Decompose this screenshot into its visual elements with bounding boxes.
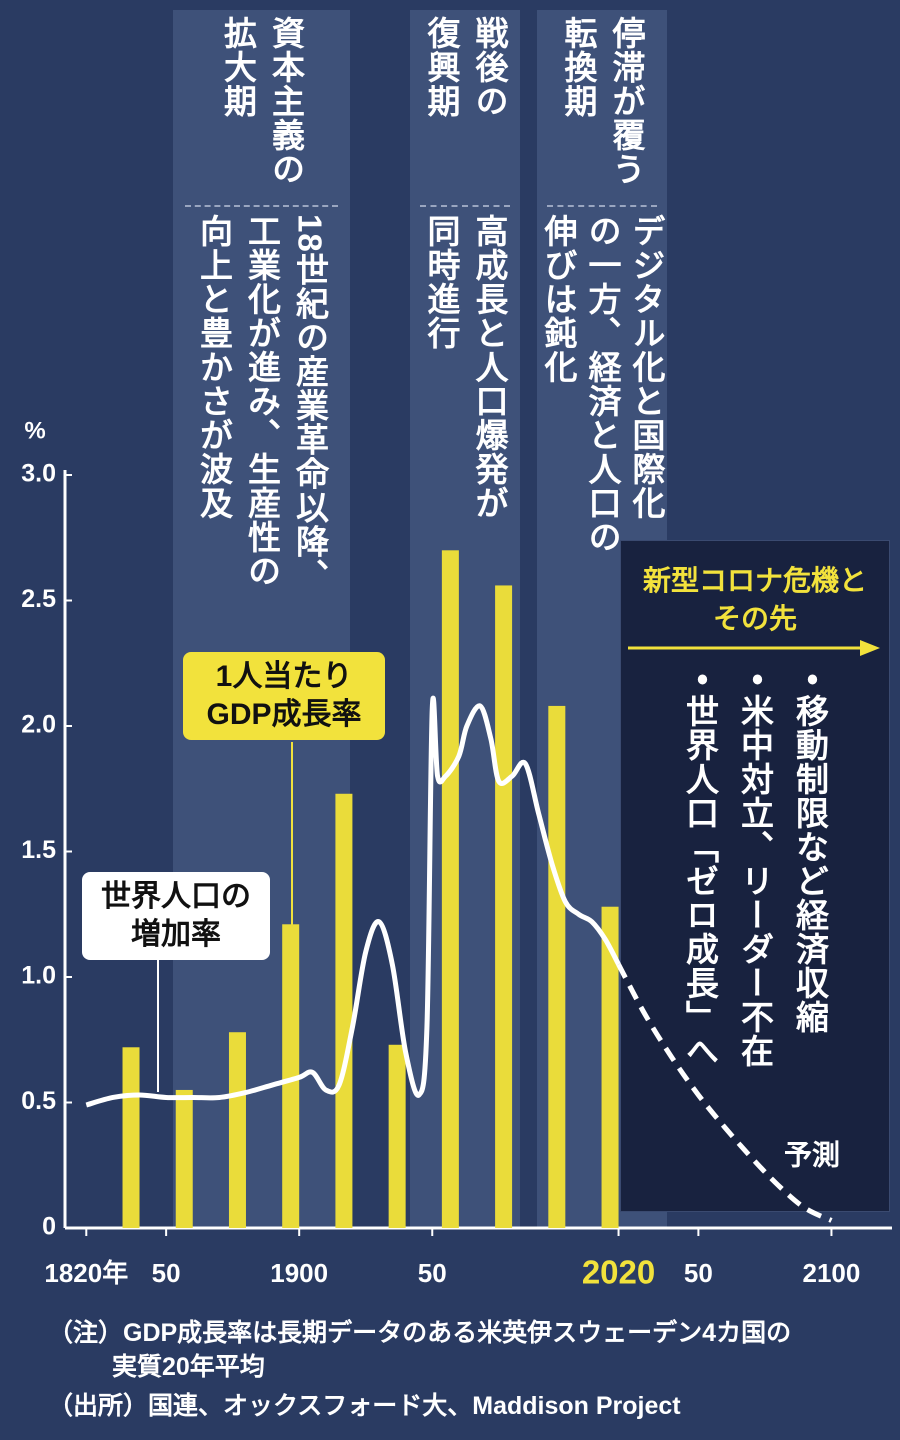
period-title-text: 戦後の 復興期 (417, 16, 513, 118)
legend-entry: 世界人口の増加率 (82, 872, 270, 960)
line (85, 695, 621, 1108)
y-tick-label: 2.0 (21, 711, 56, 739)
series-label: 予測 (784, 1139, 840, 1170)
legend-entry: 1人当たりGDP成長率 (183, 652, 385, 740)
period-description: デジタル化と国際化 の一方、経済と人口の 伸びは鈍化 (537, 214, 667, 554)
text-line: 18世紀の産業革命以降、 (291, 214, 329, 593)
x-tick-label: 50 (152, 1258, 181, 1288)
text-line: 転換期 (560, 16, 597, 118)
period-band (173, 10, 350, 1228)
legend-label: 1人当たりGDP成長率 (206, 660, 362, 731)
period-title: 資本主義の 拡大期 (173, 16, 350, 186)
separator (420, 205, 510, 207)
text-line: 伸びは鈍化 (540, 214, 577, 384)
text-line: 高成長と人口爆発が (471, 214, 508, 520)
text-line: ・世界人口「ゼロ成長」へ (681, 660, 719, 1068)
separator (547, 205, 657, 207)
y-tick-label: 3.0 (21, 460, 56, 488)
arrow-head (860, 640, 880, 656)
x-tick-label: 50 (684, 1258, 713, 1288)
x-tick-label: 2100 (803, 1258, 861, 1288)
x-tick-label: 2020 (582, 1254, 655, 1291)
forecast-box (620, 540, 890, 1212)
text-line: 工業化が進み、生産性の (243, 214, 281, 588)
note: （注）GDP成長率は長期データのある米英伊スウェーデン4カ国の (48, 1319, 792, 1347)
text-line: 向上と豊かさが波及 (195, 214, 233, 520)
separator (185, 205, 338, 207)
bar (122, 1047, 140, 1228)
period-title-text: 停滞が覆う 転換期 (554, 16, 650, 186)
bar (548, 705, 566, 1228)
text-line: ・米中対立、リーダー不在 (736, 660, 774, 1068)
x-tick-label: 50 (418, 1258, 447, 1288)
bar (335, 793, 353, 1228)
text-line: 復興期 (423, 16, 460, 118)
y-tick-label: 0.5 (21, 1087, 56, 1115)
bar (388, 1044, 406, 1228)
note: 実質20年平均 (112, 1353, 265, 1381)
text-line: の一方、経済と人口の (584, 214, 621, 554)
period-title: 戦後の 復興期 (410, 16, 520, 118)
y-tick-label: 0 (42, 1213, 56, 1241)
y-tick-label: 1.0 (21, 962, 56, 990)
forecast-title: 新型コロナ危機と その先 (620, 562, 890, 638)
period-description: 18世紀の産業革命以降、 工業化が進み、生産性の 向上と豊かさが波及 (173, 214, 350, 593)
text-line: 新型コロナ危機と (642, 565, 867, 596)
period-description-text: 18世紀の産業革命以降、 工業化が進み、生産性の 向上と豊かさが波及 (190, 214, 334, 593)
bar (441, 550, 459, 1228)
source: （出所）国連、オックスフォード大、Maddison Project (48, 1392, 681, 1420)
forecast-items-text: ・移動制限など経済収縮 ・米中対立、リーダー不在 ・世界人口「ゼロ成長」へ (673, 660, 838, 1068)
text-line: 停滞が覆う (608, 16, 645, 186)
line (616, 963, 833, 1223)
period-title: 停滞が覆う 転換期 (537, 16, 667, 186)
period-description-text: 高成長と人口爆発が 同時進行 (417, 214, 513, 520)
y-tick-label: 2.5 (21, 585, 56, 613)
bar (175, 1089, 193, 1228)
period-title-text: 資本主義の 拡大期 (214, 16, 310, 186)
text-line: その先 (712, 603, 797, 634)
y-tick-label: 1.5 (21, 836, 56, 864)
bar (601, 906, 619, 1228)
bar (282, 924, 300, 1228)
bar (495, 585, 513, 1228)
forecast-items: ・移動制限など経済収縮 ・米中対立、リーダー不在 ・世界人口「ゼロ成長」へ (650, 660, 860, 1068)
text-line: ・移動制限など経済収縮 (791, 660, 829, 1034)
text-line: デジタル化と国際化 (628, 214, 665, 520)
legend-label: 世界人口の増加率 (101, 880, 251, 951)
period-description: 高成長と人口爆発が 同時進行 (410, 214, 520, 520)
text-line: 資本主義の (267, 16, 305, 186)
text-line: 拡大期 (219, 16, 257, 118)
y-unit: % (24, 417, 45, 444)
text-line: 戦後の (471, 16, 508, 118)
period-description-text: デジタル化と国際化 の一方、経済と人口の 伸びは鈍化 (536, 214, 668, 554)
x-tick-label: 1820年 (44, 1258, 128, 1288)
x-tick-label: 1900 (270, 1258, 328, 1288)
text-line: 同時進行 (423, 214, 460, 350)
bar (228, 1032, 246, 1228)
